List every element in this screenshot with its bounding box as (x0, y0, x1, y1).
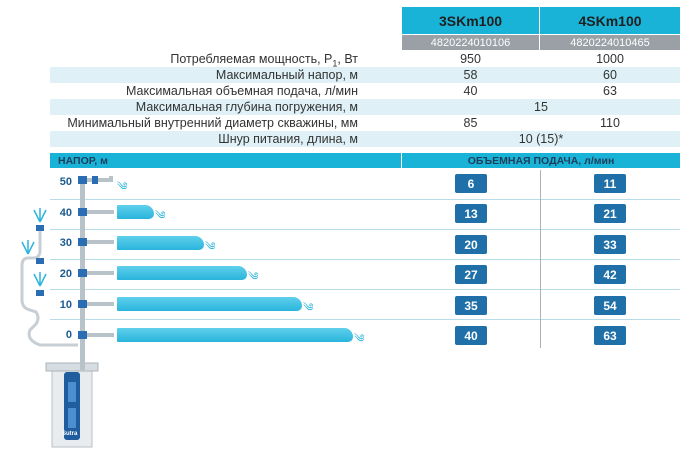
water-jet-0 (117, 328, 353, 342)
splash-icon: ༄ (117, 181, 128, 193)
model-1-header: 3SKm100 (402, 7, 539, 34)
spec-label: Шнур питания, длина, м (218, 132, 358, 146)
flow-badge-model-1: 35 (455, 296, 487, 315)
level-divider (50, 199, 680, 200)
spec-value-shared: 15 (534, 100, 548, 114)
level-divider (50, 319, 680, 320)
flow-badge-model-2: 21 (594, 204, 626, 223)
model-2-name: 4SKm100 (578, 12, 642, 29)
spec-value-model-1: 85 (463, 116, 478, 130)
spec-value-model-1: 950 (460, 52, 481, 66)
spec-value-model-2: 60 (603, 68, 617, 82)
spec-value-model-2: 1000 (596, 52, 624, 66)
spec-row-flow: Максимальная объемная подача, л/мин 40 6… (50, 83, 680, 99)
spec-value-model-1: 58 (463, 68, 478, 82)
level-divider (50, 229, 680, 230)
model-1-name: 3SKm100 (438, 12, 503, 29)
head-section-label: НАПОР, м (58, 154, 108, 167)
splash-icon: ༄ (155, 210, 166, 222)
flow-badge-model-2: 33 (594, 235, 626, 254)
flow-badge-model-1: 20 (455, 235, 487, 254)
spec-value-model-1: 40 (463, 84, 478, 98)
spec-value-model-2: 63 (603, 84, 617, 98)
flow-badge-model-2: 63 (594, 326, 626, 345)
splash-icon: ༄ (303, 302, 314, 314)
spec-row-head: Максимальный напор, м 58 60 (50, 67, 680, 83)
model-2-sku: 4820224010465 (540, 35, 680, 50)
spec-value-model-2: 110 (600, 116, 620, 130)
level-divider (50, 259, 680, 260)
water-jet-40 (117, 205, 154, 219)
spec-row-depth: Максимальная глубина погружения, м 15 (50, 99, 680, 115)
spec-row-cable: Шнур питания, длина, м 10 (15)* (50, 131, 680, 147)
flow-section-label: ОБЪЕМНАЯ ПОДАЧА, л/мин (467, 154, 615, 167)
water-jet-30 (117, 236, 204, 250)
flow-badge-model-1: 40 (455, 326, 487, 345)
model-1-sku: 4820224010106 (402, 35, 539, 50)
flow-badge-model-1: 27 (455, 265, 487, 284)
head-level-label: 20 (59, 268, 72, 280)
splash-icon: ༄ (205, 241, 216, 253)
spec-label: Потребляемая мощность, P1, Вт (170, 52, 358, 69)
splash-icon: ༄ (354, 333, 365, 345)
spec-label: Минимальный внутренний диаметр скважины,… (67, 116, 358, 130)
flow-section-header: ОБЪЕМНАЯ ПОДАЧА, л/мин (402, 153, 680, 168)
spec-label: Максимальная объемная подача, л/мин (125, 84, 358, 98)
flow-badge-model-1: 13 (455, 204, 487, 223)
pump-brand-label: Sutra (62, 431, 78, 437)
spec-label: Максимальная глубина погружения, м (135, 100, 358, 114)
head-level-label: 50 (59, 176, 72, 188)
model-2-header: 4SKm100 (540, 7, 680, 34)
spec-label: Максимальный напор, м (215, 68, 358, 82)
spec-row-power: Потребляемая мощность, P1, Вт 950 1000 (50, 51, 680, 69)
water-jet-10 (117, 297, 302, 311)
head-section-header: НАПОР, м (50, 153, 401, 168)
flow-badge-model-2: 42 (594, 265, 626, 284)
head-level-label: 0 (65, 329, 72, 341)
model-column-divider (540, 170, 541, 348)
water-jet-20 (117, 266, 247, 280)
head-level-label: 40 (59, 207, 72, 219)
flow-badge-model-2: 54 (594, 296, 626, 315)
head-level-label: 30 (59, 237, 72, 249)
spec-row-diameter: Минимальный внутренний диаметр скважины,… (50, 115, 680, 131)
flow-badge-model-1: 6 (455, 174, 487, 193)
spec-value-shared: 10 (15)* (518, 132, 564, 146)
flow-badge-model-2: 11 (594, 174, 626, 193)
splash-icon: ༄ (248, 271, 259, 283)
head-level-label: 10 (59, 299, 72, 311)
level-divider (50, 289, 680, 290)
